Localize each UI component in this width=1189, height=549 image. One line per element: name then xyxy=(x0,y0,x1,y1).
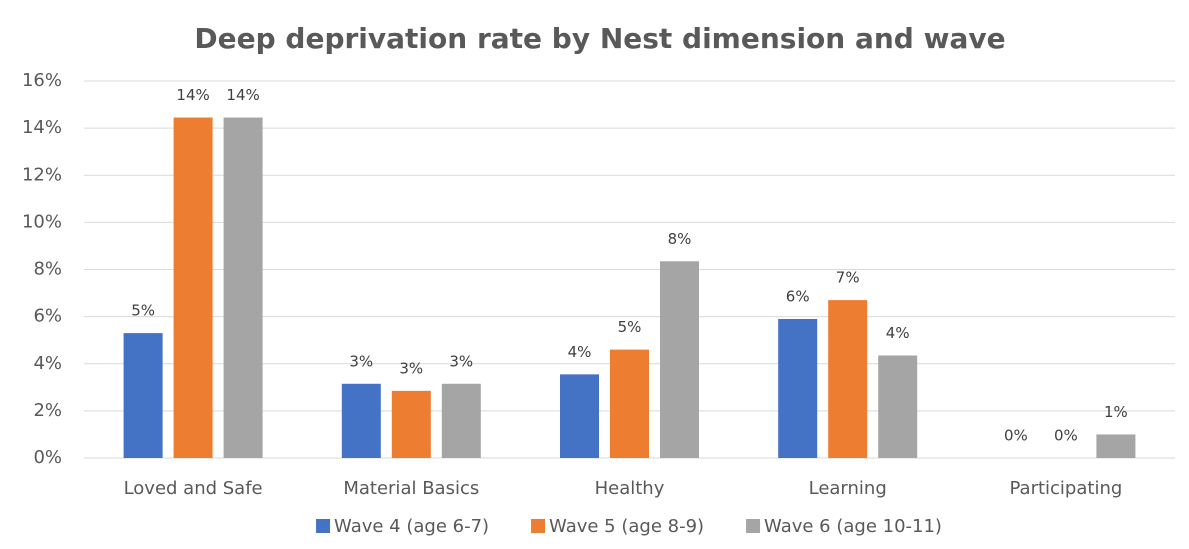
y-tick-label: 14% xyxy=(22,117,62,138)
y-tick-label: 10% xyxy=(22,211,62,232)
y-tick-label: 0% xyxy=(33,447,62,468)
y-tick-label: 6% xyxy=(33,306,62,327)
value-label: 4% xyxy=(568,343,592,361)
value-label: 6% xyxy=(786,287,810,305)
y-tick-label: 16% xyxy=(22,70,62,91)
y-tick-label: 8% xyxy=(33,259,62,280)
bar xyxy=(828,300,868,458)
legend-swatch xyxy=(531,519,546,533)
bar xyxy=(660,261,699,458)
bar xyxy=(441,383,481,458)
value-label: 4% xyxy=(886,324,910,342)
bar xyxy=(1096,434,1136,458)
legend-swatch xyxy=(316,519,331,533)
bar xyxy=(341,383,381,458)
legend-label: Wave 6 (age 10-11) xyxy=(764,516,942,537)
value-label: 1% xyxy=(1104,403,1128,421)
value-label: 14% xyxy=(226,86,259,104)
bar xyxy=(878,355,918,458)
value-label: 0% xyxy=(1004,427,1028,445)
value-label: 3% xyxy=(449,352,473,370)
legend-label: Wave 4 (age 6-7) xyxy=(334,516,489,537)
x-tick-label: Healthy xyxy=(595,478,665,499)
x-tick-label: Material Basics xyxy=(343,478,479,499)
y-tick-label: 4% xyxy=(33,353,62,374)
bar xyxy=(391,390,431,458)
chart-title: Deep deprivation rate by Nest dimension … xyxy=(194,22,1005,55)
x-tick-label: Learning xyxy=(809,478,887,499)
legend-swatch xyxy=(746,519,761,533)
x-tick-label: Loved and Safe xyxy=(124,478,263,499)
value-label: 14% xyxy=(176,86,209,104)
legend-label: Wave 5 (age 8-9) xyxy=(549,516,704,537)
bar xyxy=(610,349,649,458)
value-label: 0% xyxy=(1054,427,1078,445)
bar xyxy=(560,374,599,458)
bar xyxy=(778,318,818,458)
value-label: 3% xyxy=(349,352,373,370)
value-label: 3% xyxy=(399,359,423,377)
bar xyxy=(123,333,163,458)
y-tick-label: 12% xyxy=(22,164,62,185)
x-tick-label: Participating xyxy=(1010,478,1123,499)
bar xyxy=(223,117,263,458)
value-label: 5% xyxy=(131,302,155,320)
value-label: 8% xyxy=(668,230,692,248)
value-label: 7% xyxy=(836,269,860,287)
bar xyxy=(173,117,213,458)
value-label: 5% xyxy=(618,318,642,336)
y-tick-label: 2% xyxy=(33,400,62,421)
